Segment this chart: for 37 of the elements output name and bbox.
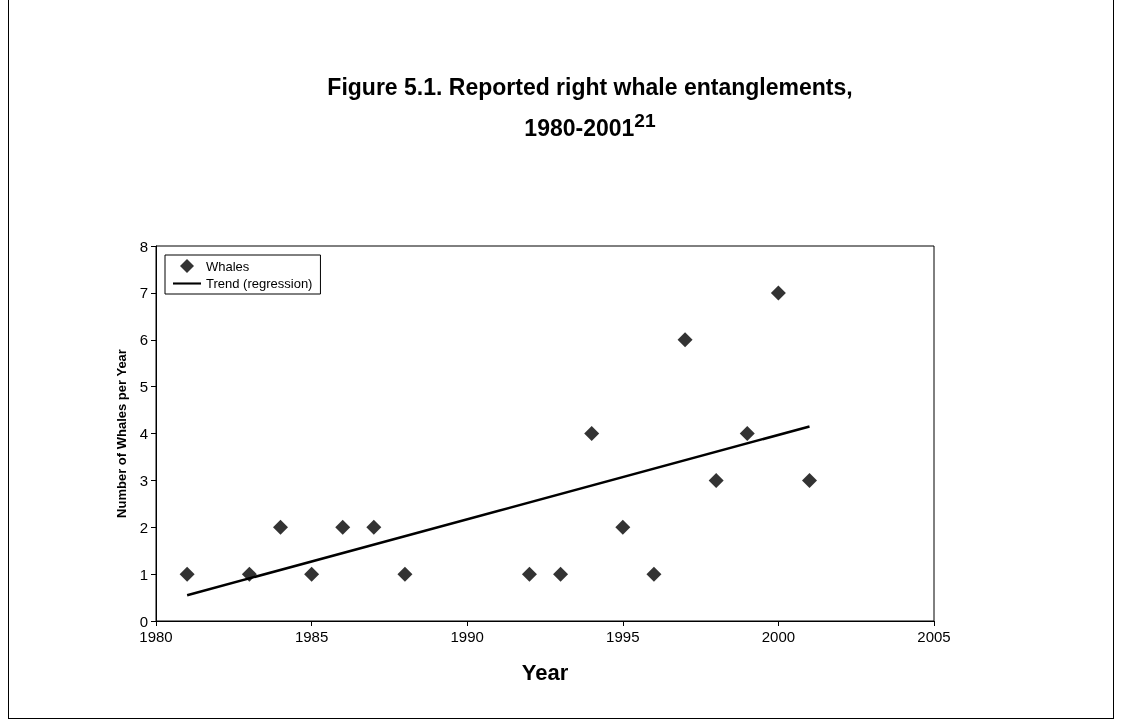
y-tick-label: 0: [139, 612, 148, 630]
point: [366, 519, 382, 535]
point: [584, 426, 600, 441]
point: [677, 332, 693, 348]
y-tick-label: 1: [139, 565, 148, 583]
point: [397, 566, 413, 582]
point: [335, 519, 351, 535]
y-tick-label: 7: [139, 284, 148, 302]
y-tick-label: 8: [139, 237, 148, 255]
point: [615, 519, 631, 535]
point: [708, 472, 724, 488]
y-tick-label: 3: [139, 471, 148, 489]
point: [241, 566, 257, 582]
x-tick-label: 2005: [917, 628, 951, 645]
point: [179, 566, 195, 582]
x-tick-label: 1985: [294, 628, 329, 645]
x-tick-label: 1990: [450, 628, 484, 645]
y-axis-title: Number of Whales per Year: [114, 349, 129, 518]
point: [646, 566, 662, 582]
point: [739, 426, 755, 441]
point: [770, 285, 786, 301]
x-tick-label: 1995: [606, 628, 640, 645]
x-tick-label: 1980: [139, 628, 173, 645]
point: [802, 472, 818, 488]
y-tick-label: 2: [139, 518, 148, 536]
point: [553, 566, 569, 582]
y-tick-label: 5: [139, 378, 148, 396]
point: [304, 566, 320, 582]
y-tick-label: 6: [139, 331, 148, 349]
point: [272, 519, 288, 535]
chart-title: Figure 5.1. Reported right whale entanglements, 1980-2001$^{21}$: [326, 73, 854, 143]
x-axis-title: Year: [521, 659, 569, 685]
legend-label: Trend (regression): [206, 276, 313, 291]
y-tick-label: 4: [139, 425, 148, 442]
point: [521, 566, 537, 582]
x-tick-label: 2000: [761, 628, 796, 645]
legend-label: Whales: [206, 258, 250, 274]
